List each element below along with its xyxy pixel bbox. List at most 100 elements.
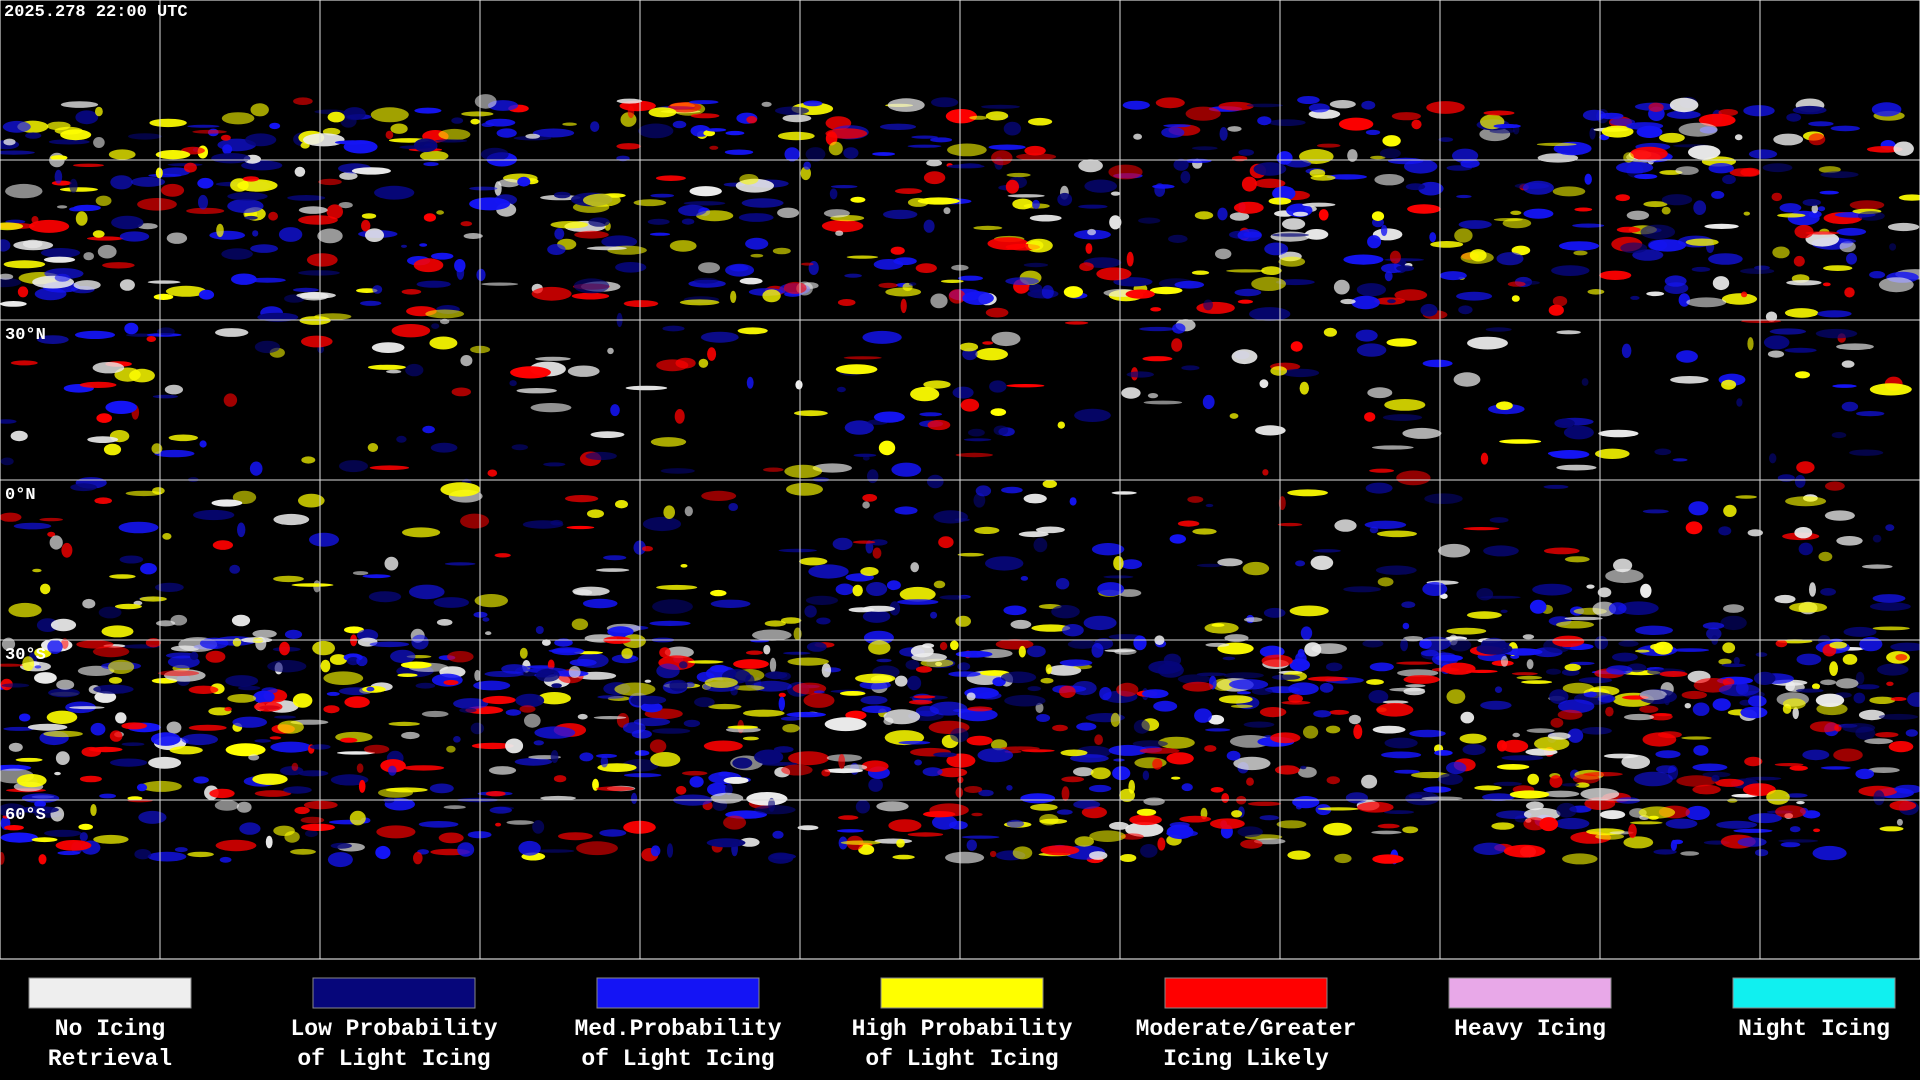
icing-patch	[1420, 303, 1438, 317]
icing-patch	[957, 552, 984, 557]
icing-patch	[1613, 558, 1633, 573]
icing-patch	[50, 155, 68, 161]
icing-patch	[832, 537, 853, 551]
icing-patch	[1119, 788, 1135, 802]
icing-patch	[73, 280, 101, 290]
icing-patch	[1074, 836, 1095, 847]
icing-patch	[680, 564, 688, 568]
icing-patch	[797, 825, 819, 831]
icing-patch	[205, 650, 226, 663]
icing-patch	[1820, 171, 1859, 179]
icing-patch	[306, 253, 338, 267]
icing-patch	[1173, 158, 1189, 171]
icing-patch	[1191, 270, 1210, 275]
icing-patch	[991, 150, 1013, 166]
icing-patch	[621, 648, 633, 659]
icing-patch	[1780, 841, 1801, 848]
icing-patch	[305, 829, 318, 838]
icing-patch	[930, 293, 948, 309]
icing-patch	[1430, 241, 1464, 248]
icing-patch	[614, 682, 656, 696]
icing-patch	[229, 564, 241, 574]
icing-patch	[543, 462, 566, 467]
icing-patch	[1765, 311, 1778, 322]
icing-patch	[1153, 700, 1178, 712]
icing-patch	[1074, 408, 1111, 422]
icing-patch	[1122, 100, 1150, 110]
icing-patch	[1226, 269, 1265, 273]
icing-patch	[745, 237, 769, 250]
icing-patch	[763, 644, 771, 655]
icing-patch	[70, 483, 97, 492]
icing-patch	[949, 820, 968, 830]
icing-patch	[1496, 810, 1532, 819]
icing-patch	[636, 695, 667, 705]
icing-patch	[858, 844, 875, 855]
icing-patch	[633, 199, 667, 207]
icing-patch	[0, 277, 22, 288]
icing-patch	[1896, 818, 1903, 826]
icing-patch	[974, 526, 1000, 535]
icing-patch	[1036, 714, 1051, 722]
icing-patch	[1796, 653, 1822, 666]
icing-patch	[1351, 295, 1380, 310]
icing-patch	[954, 518, 970, 522]
icing-patch	[993, 425, 1009, 436]
icing-patch	[1422, 582, 1448, 596]
icing-patch	[1369, 662, 1394, 672]
icing-patch	[476, 268, 486, 282]
latitude-label: 30°S	[5, 646, 46, 665]
icing-patch	[1108, 744, 1148, 756]
icing-patch	[87, 436, 119, 443]
icing-patch	[1136, 808, 1157, 816]
icing-patch	[1621, 343, 1632, 358]
icing-patch	[1001, 486, 1023, 494]
icing-patch	[1678, 293, 1691, 307]
icing-patch	[678, 204, 707, 216]
icing-patch	[587, 509, 604, 518]
icing-patch	[166, 232, 188, 244]
icing-patch	[1615, 194, 1630, 202]
icing-patch	[898, 740, 931, 745]
icing-patch	[1020, 793, 1056, 804]
icing-patch	[1895, 654, 1908, 661]
icing-patch	[1599, 112, 1624, 120]
icing-patch	[496, 128, 517, 138]
legend-label: Night Icing	[1738, 1016, 1890, 1042]
icing-patch	[249, 461, 263, 476]
icing-patch	[1805, 231, 1840, 235]
icing-patch	[323, 671, 364, 685]
icing-patch	[291, 583, 334, 587]
icing-patch	[1638, 806, 1676, 819]
icing-patch	[804, 605, 817, 618]
icing-patch	[1786, 113, 1802, 122]
icing-patch	[51, 180, 72, 186]
icing-patch	[1383, 810, 1415, 814]
icing-patch	[894, 675, 908, 687]
icing-patch	[495, 822, 502, 827]
icing-patch	[252, 230, 259, 237]
icing-patch	[1380, 224, 1388, 237]
icing-patch	[927, 419, 951, 431]
icing-patch	[1171, 776, 1181, 780]
icing-patch	[482, 695, 516, 705]
icing-patch	[574, 230, 609, 239]
icing-patch	[516, 388, 557, 394]
icing-patch	[451, 387, 471, 397]
icing-patch	[737, 327, 768, 335]
icing-patch	[532, 128, 575, 138]
icing-patch	[1489, 517, 1509, 523]
icing-patch	[0, 663, 24, 667]
icing-patch	[1523, 208, 1554, 219]
icing-patch	[655, 175, 686, 181]
icing-patch	[1187, 496, 1204, 503]
icing-patch	[1635, 625, 1673, 635]
icing-patch	[1091, 543, 1125, 556]
icing-patch	[1550, 717, 1564, 728]
icing-patch	[1552, 186, 1586, 197]
icing-patch	[481, 282, 519, 286]
icing-patch	[1733, 657, 1740, 665]
icing-patch	[21, 793, 60, 803]
icing-patch	[985, 111, 1009, 121]
icing-patch	[269, 736, 282, 740]
